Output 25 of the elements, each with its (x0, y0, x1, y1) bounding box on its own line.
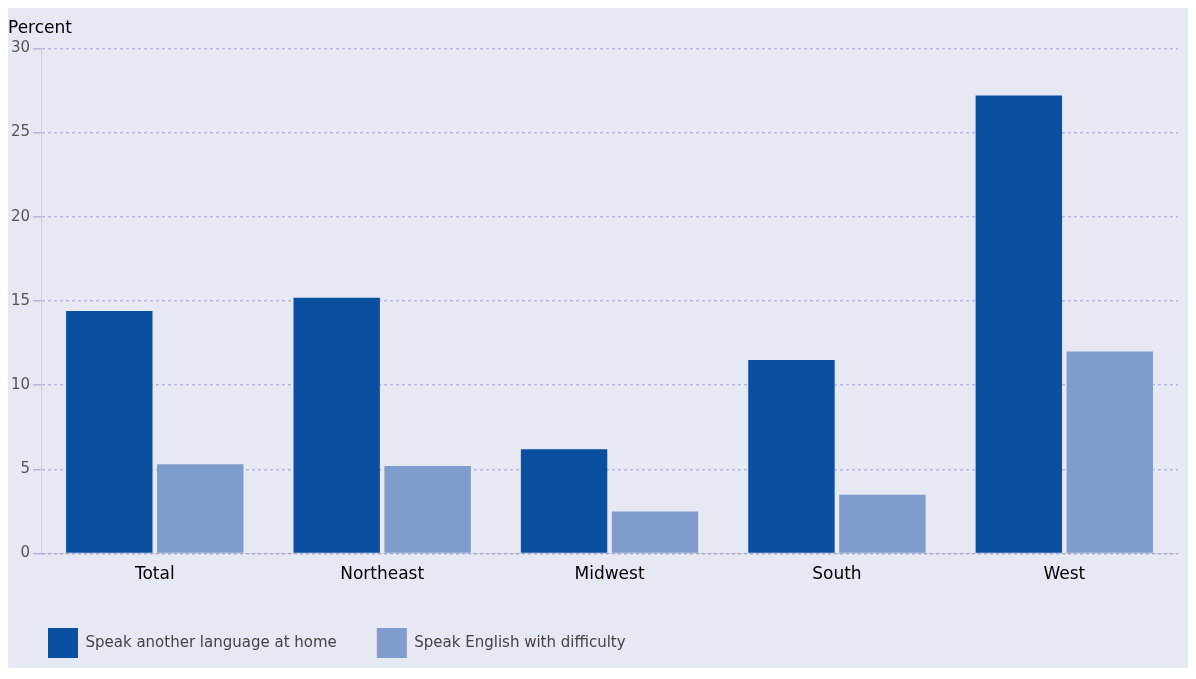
x-tick-label: West (1043, 563, 1086, 584)
y-axis-title: Percent (8, 16, 73, 37)
bar (66, 311, 153, 553)
y-tick-label: 25 (10, 122, 31, 141)
y-tick-label: 15 (10, 290, 31, 309)
bar (611, 511, 699, 553)
y-tick-label: 10 (10, 375, 31, 394)
legend-label: Speak another language at home (85, 632, 337, 651)
bar (1066, 351, 1153, 553)
y-tick-label: 20 (10, 206, 31, 225)
y-tick-label: 5 (20, 459, 31, 478)
x-tick-label: Midwest (574, 563, 645, 584)
bar (748, 359, 835, 553)
y-tick-label: 0 (20, 543, 31, 562)
legend-label: Speak English with difficulty (414, 632, 626, 651)
bar (384, 466, 471, 553)
x-tick-label: South (812, 563, 862, 584)
bar (157, 464, 244, 553)
bar (293, 297, 380, 553)
bar (520, 449, 608, 553)
x-tick-label: Total (133, 563, 175, 584)
y-tick-label: 30 (10, 38, 31, 57)
bar (839, 494, 926, 553)
bar (975, 95, 1063, 553)
x-tick-label: Northeast (340, 563, 425, 584)
